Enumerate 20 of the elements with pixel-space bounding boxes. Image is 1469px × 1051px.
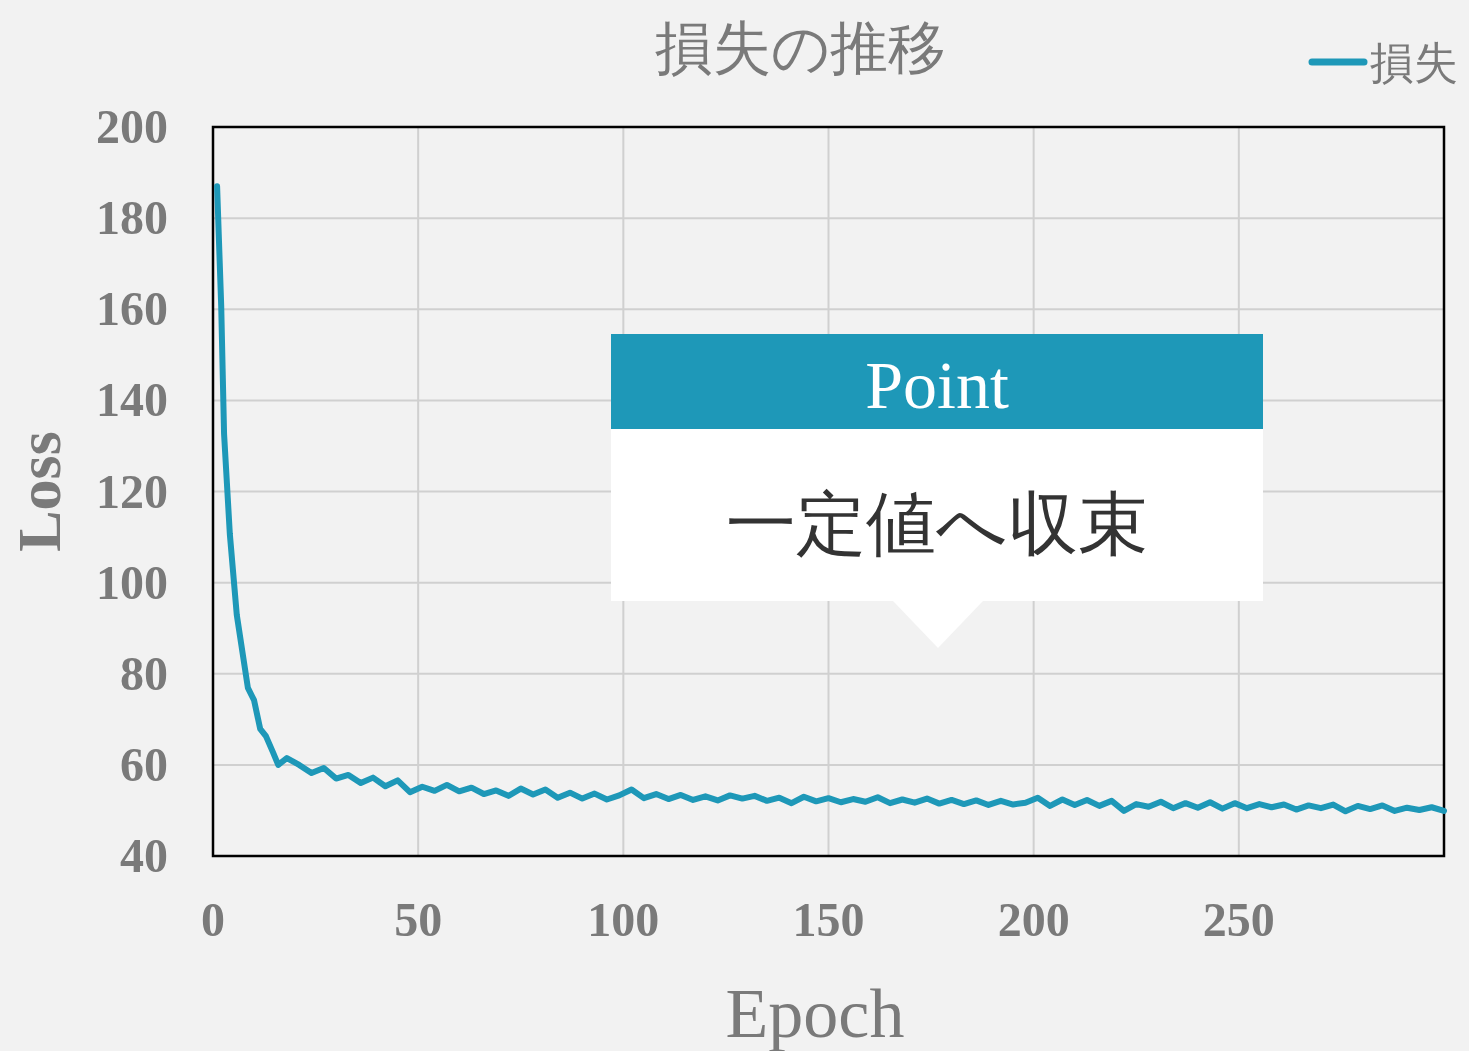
x-tick-label: 0: [201, 893, 225, 946]
y-axis-title: Loss: [5, 431, 73, 552]
y-tick-label: 180: [96, 191, 168, 245]
y-tick-label: 40: [120, 829, 168, 882]
y-tick-label: 200: [96, 100, 168, 153]
annotation: 一定値へ収束: [726, 483, 1148, 565]
y-tick-label: 80: [120, 646, 168, 700]
y-tick-label: 60: [120, 737, 168, 791]
x-tick-label: 200: [997, 893, 1070, 946]
annotation: Point: [865, 347, 1009, 423]
y-tick-label: 120: [96, 464, 168, 518]
y-tick-label: 160: [96, 282, 168, 336]
x-tick-label: 250: [1202, 893, 1275, 946]
y-tick-label: 100: [96, 555, 168, 609]
x-tick-label: 100: [587, 893, 660, 946]
x-tick-label: 50: [394, 893, 443, 946]
y-tick-label: 140: [96, 373, 168, 427]
legend-label: 損失: [1370, 37, 1458, 88]
x-tick-label: 150: [792, 893, 865, 946]
chart-title: 損失の推移: [654, 14, 946, 82]
